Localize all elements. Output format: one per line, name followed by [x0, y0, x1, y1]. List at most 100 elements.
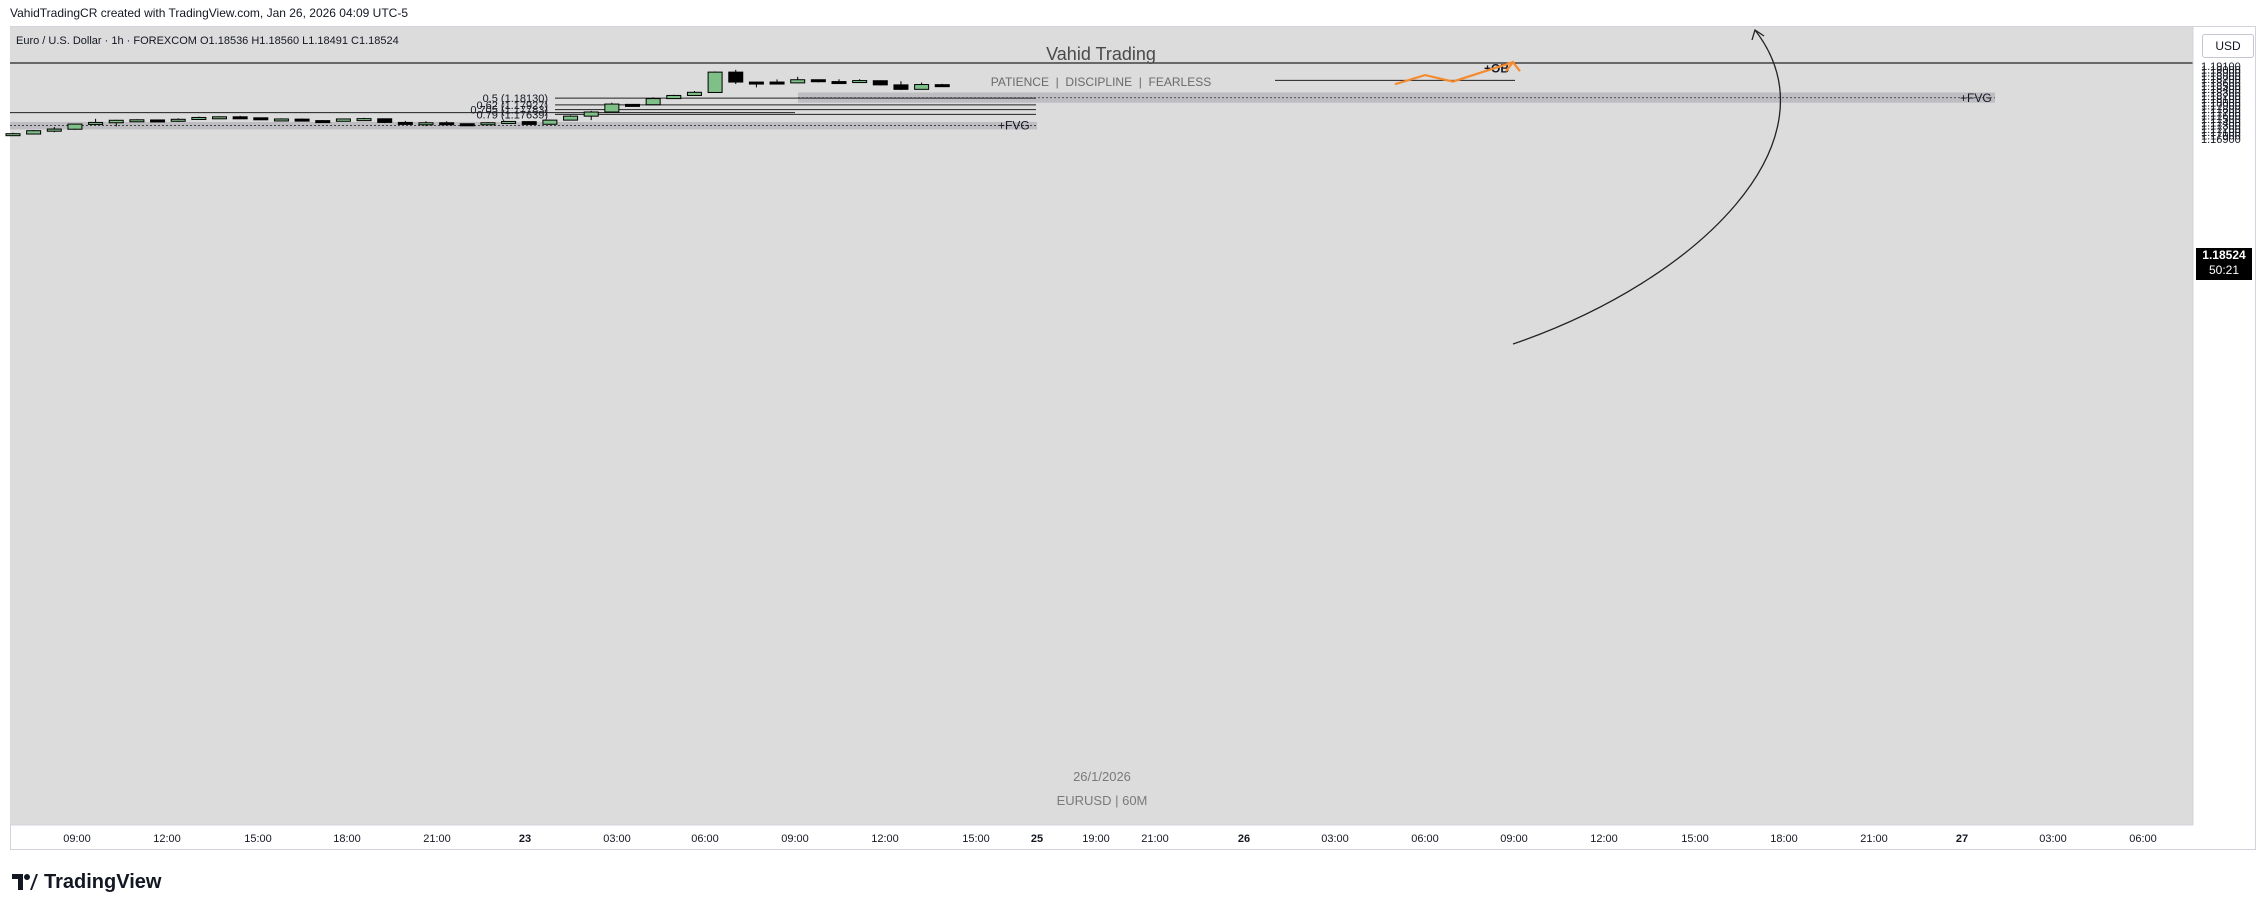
fvg-label: +FVG — [998, 119, 1030, 133]
bull-candle — [645, 98, 661, 106]
time-tick-label: 23 — [519, 833, 531, 845]
bear-candle — [934, 84, 950, 88]
fib-level-label: 0.705 (1.17783) — [470, 105, 548, 117]
price-tick-label: 1.17800 — [2201, 104, 2241, 116]
time-tick-label: 12:00 — [871, 833, 899, 845]
price-tick-label: 1.18400 — [2201, 84, 2241, 96]
time-tick-label: 26 — [1238, 833, 1250, 845]
price-tick-label: 1.18600 — [2201, 78, 2241, 90]
bull-candle — [563, 115, 579, 121]
time-tick-label: 15:00 — [962, 833, 990, 845]
currency-button[interactable]: USD — [2202, 34, 2254, 58]
tradingview-logo[interactable]: TradingView — [12, 868, 161, 896]
bear-candle — [232, 116, 248, 120]
price-tick-label: 1.16900 — [2201, 134, 2241, 146]
bear-candle — [769, 81, 785, 85]
fvg-zone — [798, 92, 1995, 103]
bull-candle — [418, 122, 434, 126]
bear-candle — [150, 119, 166, 123]
price-tick-label: 1.17300 — [2201, 121, 2241, 133]
bear-candle — [397, 121, 413, 125]
bull-candle — [852, 80, 868, 84]
bull-candle — [356, 118, 372, 122]
bull-candle — [170, 118, 186, 122]
bull-candle — [129, 119, 145, 123]
time-tick-label: 15:00 — [1681, 833, 1709, 845]
bull-candle — [212, 116, 227, 120]
bull-candle — [26, 130, 42, 135]
curved-arrowhead — [1751, 28, 1765, 41]
fib-level-label: 0.62 (1.17927) — [476, 100, 548, 112]
bull-candle — [686, 91, 702, 96]
bull-candle — [707, 71, 723, 93]
time-tick-label: 18:00 — [333, 833, 361, 845]
bull-candle — [480, 122, 496, 126]
bull-candle — [501, 120, 517, 124]
curved-arrow — [1512, 29, 1782, 345]
price-tick-label: 1.17200 — [2201, 124, 2241, 136]
fib-level-label: 0.79 (1.17639) — [476, 109, 548, 121]
last-price-badge: 1.18524 50:21 — [2196, 248, 2252, 280]
projection-arrowhead — [1505, 60, 1521, 72]
price-tick-label: 1.18500 — [2201, 81, 2241, 93]
bull-candle — [914, 84, 930, 90]
bear-candle — [831, 81, 847, 85]
watermark-date: 26/1/2026 — [1073, 769, 1131, 784]
bar-countdown: 50:21 — [2208, 263, 2240, 277]
time-tick-label: 27 — [1956, 833, 1968, 845]
bull-candle — [666, 94, 682, 100]
time-tick-label: 09:00 — [1500, 833, 1528, 845]
price-tick-label: 1.17400 — [2201, 117, 2241, 129]
bear-candle — [253, 117, 269, 121]
tradingview-logo-icon — [12, 874, 38, 890]
time-tick-label: 06:00 — [1411, 833, 1439, 845]
price-tick-label: 1.18800 — [2201, 71, 2241, 83]
price-tick-label: 1.18100 — [2201, 94, 2241, 106]
price-tick-label: 1.17600 — [2201, 111, 2241, 123]
bull-candle — [273, 118, 289, 122]
price-tick-label: 1.17100 — [2201, 127, 2241, 139]
last-price: 1.18524 — [2202, 248, 2246, 262]
bear-candle — [872, 80, 888, 86]
price-tick-label: 1.19100 — [2201, 61, 2241, 73]
time-tick-label: 21:00 — [423, 833, 451, 845]
bull-candle — [108, 119, 124, 124]
bear-candle — [459, 123, 475, 127]
bull-candle — [604, 103, 620, 113]
bull-candle — [583, 111, 599, 117]
price-tick-label: 1.18900 — [2201, 68, 2241, 80]
bear-candle — [748, 81, 764, 85]
time-tick-label: 12:00 — [1590, 833, 1618, 845]
symbol-info: Euro / U.S. Dollar · 1h · FOREXCOM O1.18… — [16, 35, 399, 47]
bear-candle — [315, 120, 331, 124]
bear-candle — [728, 71, 744, 83]
time-tick-label: 03:00 — [2039, 833, 2067, 845]
bear-candle — [439, 122, 455, 126]
bull-candle — [790, 79, 806, 84]
watermark-symbol: EURUSD | 60M — [1057, 793, 1148, 808]
time-tick-label: 09:00 — [781, 833, 809, 845]
bull-candle — [88, 121, 104, 125]
bear-candle — [377, 118, 393, 123]
time-tick-label: 19:00 — [1082, 833, 1110, 845]
plot-area[interactable] — [10, 27, 2193, 825]
bull-candle — [191, 116, 207, 120]
time-tick-label: 03:00 — [603, 833, 631, 845]
price-tick-label: 1.17900 — [2201, 101, 2241, 113]
price-chart[interactable]: +FVG +FVG 0.5 (1.18130)0.62 (1.17927)0.70… — [0, 0, 2266, 860]
watermark-title: Vahid Trading — [1046, 44, 1156, 64]
price-tick-label: 1.18200 — [2201, 91, 2241, 103]
price-tick-label: 1.17000 — [2201, 131, 2241, 143]
time-tick-label: 06:00 — [2129, 833, 2157, 845]
bull-candle — [5, 133, 21, 137]
bear-candle — [893, 84, 909, 90]
bear-candle — [810, 79, 826, 83]
brand-name: TradingView — [44, 870, 162, 893]
time-tick-label: 25 — [1031, 833, 1043, 845]
bull-candle — [46, 128, 62, 132]
time-tick-label: 18:00 — [1770, 833, 1798, 845]
bull-candle — [542, 119, 558, 125]
price-tick-label: 1.18300 — [2201, 87, 2241, 99]
price-tick-label: 1.17500 — [2201, 114, 2241, 126]
time-tick-label: 06:00 — [691, 833, 719, 845]
